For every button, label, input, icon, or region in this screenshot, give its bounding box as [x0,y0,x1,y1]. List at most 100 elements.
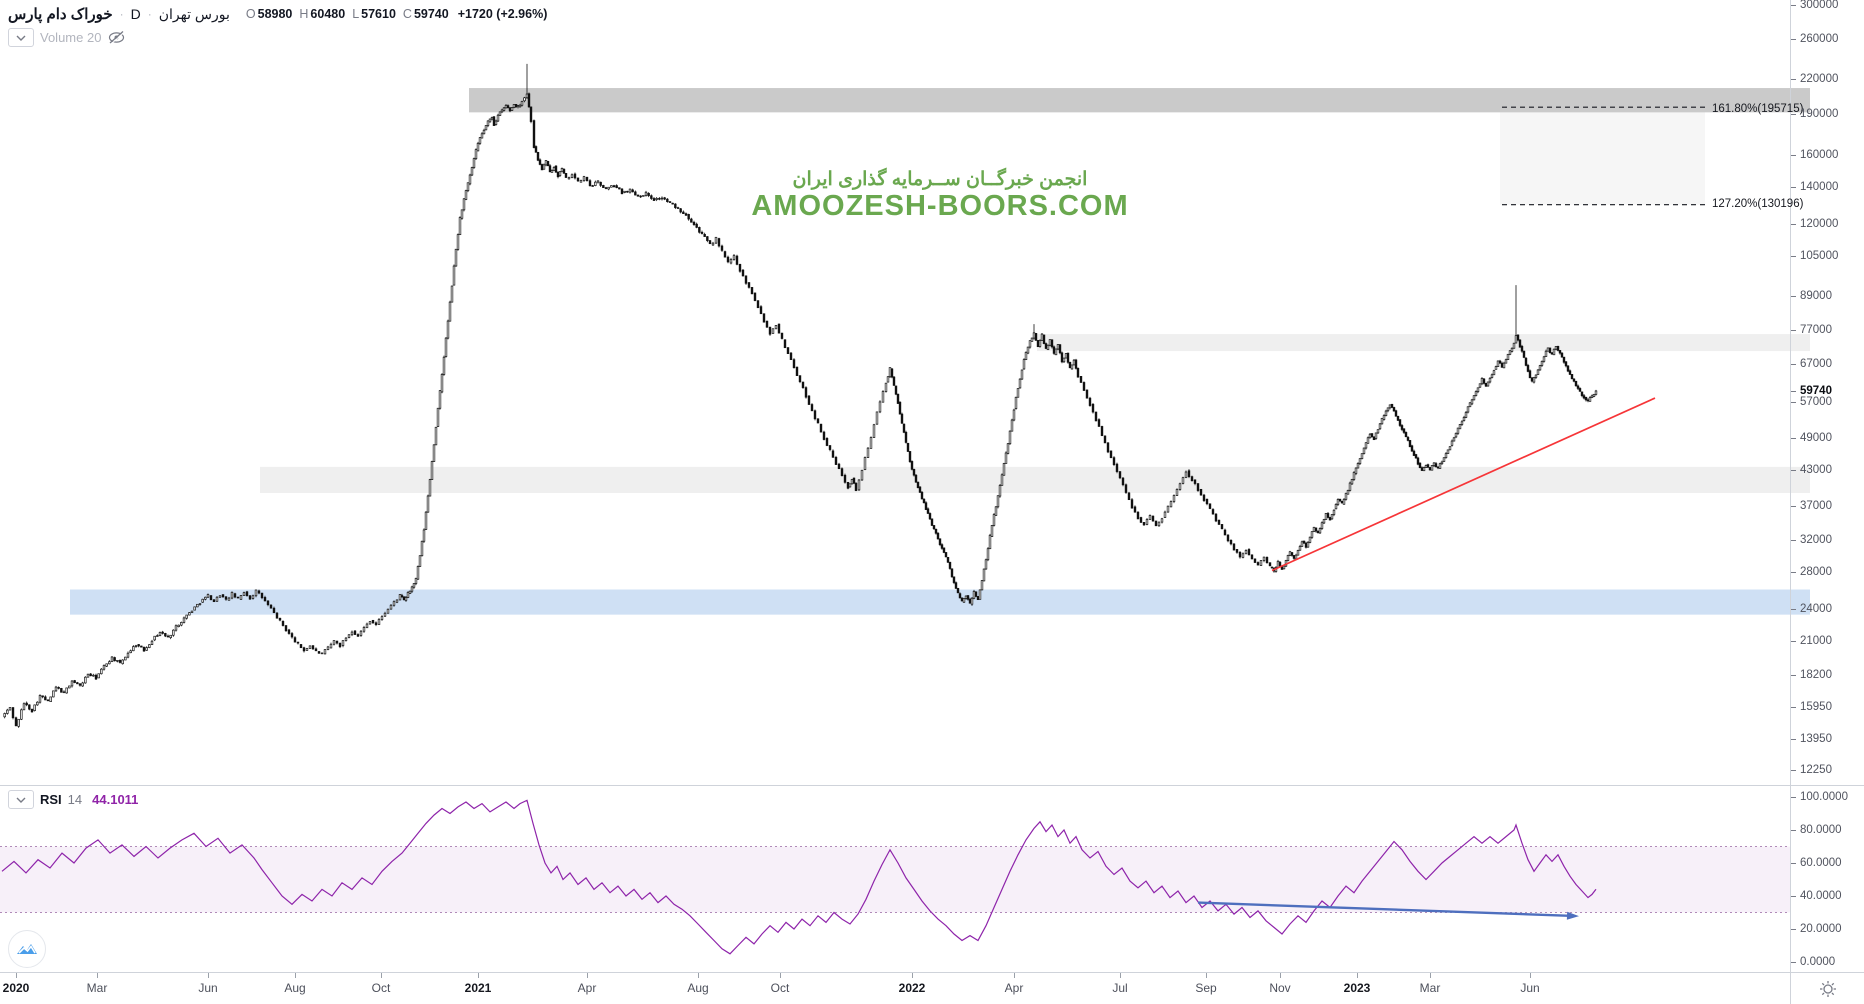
fib-level-label-127: 127.20%(130196) [1712,198,1804,210]
time-tick-mark [912,973,913,978]
low-value: 57610 [361,7,396,21]
trendline-drawing[interactable] [1271,397,1656,572]
change-value: +1720 (+2.96%) [457,7,548,21]
price-tick-label: 12250 [1791,763,1864,777]
pane-separator[interactable] [0,785,1864,786]
time-tick-mark [478,973,479,978]
price-tick-label: 89000 [1791,289,1864,303]
volume-indicator-legend[interactable]: Volume 20 [8,28,126,47]
rsi-arrow-drawing[interactable] [1197,901,1579,920]
price-axis[interactable]: 300000 260000 220000 190000 160000 140000 1200… [1791,0,1864,972]
candlestick-series [3,63,1598,728]
fib-extension-box [1500,107,1705,205]
legend-dot: · [147,7,152,21]
price-tick-label: 13950 [1791,732,1864,746]
price-tick-label: 49000 [1791,431,1864,445]
axis-settings-corner[interactable] [1791,973,1864,1004]
time-tick-label: Sep [1195,981,1217,995]
time-tick-label: Oct [371,981,391,995]
rsi-title[interactable]: RSI [40,792,62,807]
price-tick-label: 37000 [1791,499,1864,513]
time-tick-label: 2021 [464,981,492,995]
time-tick-mark [1014,973,1015,978]
price-tick-label: 120000 [1791,217,1864,231]
symbol-legend[interactable]: خوراک دام پارس · D · بورس تهران O 58980 … [8,5,547,24]
demand-zone-25k [70,589,1810,615]
time-tick-label: Jun [198,981,218,995]
price-tick-label: 21000 [1791,634,1864,648]
time-tick-mark [16,973,17,978]
time-tick-mark [1530,973,1531,978]
price-tick-label: 220000 [1791,72,1864,86]
visibility-off-icon[interactable] [107,30,126,45]
price-zones [70,88,1810,615]
rsi-pane [0,799,1790,955]
time-tick-mark [295,973,296,978]
open-label: O [245,7,256,21]
volume-indicator-label[interactable]: Volume 20 [40,30,102,45]
supply-zone-77k [1037,334,1810,352]
price-tick-label: 43000 [1791,463,1864,477]
chevron-down-icon[interactable] [8,28,34,47]
rsi-tick-label: 60.0000 [1791,856,1864,870]
last-price-label: 59740 [1791,384,1864,398]
time-tick-mark [97,973,98,978]
chevron-down-icon[interactable] [8,790,34,809]
time-tick-mark [208,973,209,978]
rsi-current-value: 44.1011 [92,792,139,807]
price-tick-label: 15950 [1791,700,1864,714]
price-tick-label: 260000 [1791,32,1864,46]
time-tick-label: Apr [577,981,597,995]
price-axis-separator [1790,0,1791,1004]
legend-dot: · [119,7,124,21]
time-axis[interactable]: 2020 Mar Jun Aug Oct 2021 Apr Aug Oct 2022 Apr Jul S… [0,973,1790,1004]
rsi-tick-label: 20.0000 [1791,922,1864,936]
time-tick-label: Aug [284,981,306,995]
rsi-tick-label: 80.0000 [1791,823,1864,837]
rsi-length: 14 [67,792,83,807]
price-tick-label: 24000 [1791,602,1864,616]
price-tick-label: 105000 [1791,249,1864,263]
fib-level-label-161: 161.80%(195715) [1712,103,1804,115]
interval-label[interactable]: D [130,6,141,22]
time-axis-separator [0,972,1864,973]
time-tick-label: Jul [1112,981,1128,995]
high-label: H [299,7,309,21]
time-tick-mark [1357,973,1358,978]
price-tick-label: 18200 [1791,668,1864,682]
price-tick-label: 32000 [1791,533,1864,547]
high-value: 60480 [310,7,346,21]
exchange-label: بورس تهران [158,5,230,22]
rsi-tick-label: 100.0000 [1791,790,1864,804]
rsi-tick-label: 40.0000 [1791,889,1864,903]
time-tick-mark [780,973,781,978]
time-tick-label: Aug [687,981,709,995]
time-tick-label: Mar [86,981,108,995]
supply-zone-43k [260,466,1810,493]
time-tick-label: Nov [1269,981,1291,995]
time-tick-label: Oct [770,981,790,995]
price-tick-label: 190000 [1791,107,1864,121]
time-tick-mark [1280,973,1281,978]
site-logo[interactable] [8,930,46,968]
price-tick-label: 67000 [1791,357,1864,371]
close-label: C [402,7,412,21]
time-tick-mark [1430,973,1431,978]
rsi-band-fill [0,846,1790,913]
price-tick-label: 140000 [1791,180,1864,194]
ohlc-values: O 58980 H 60480 L 57610 C 59740 +1720 (+… [246,7,547,21]
time-tick-label: Apr [1004,981,1024,995]
time-tick-label: 2020 [2,981,30,995]
mountain-chart-icon [17,944,37,954]
price-tick-label: 57000 [1791,395,1864,409]
open-value: 58980 [257,7,293,21]
gear-icon[interactable] [1819,980,1837,998]
low-label: L [352,7,360,21]
time-tick-mark [1206,973,1207,978]
symbol-title[interactable]: خوراک دام پارس [8,6,113,23]
close-value: 59740 [413,7,449,21]
rsi-indicator-legend[interactable]: RSI 14 44.1011 [8,790,138,809]
rsi-line [1,799,1597,955]
